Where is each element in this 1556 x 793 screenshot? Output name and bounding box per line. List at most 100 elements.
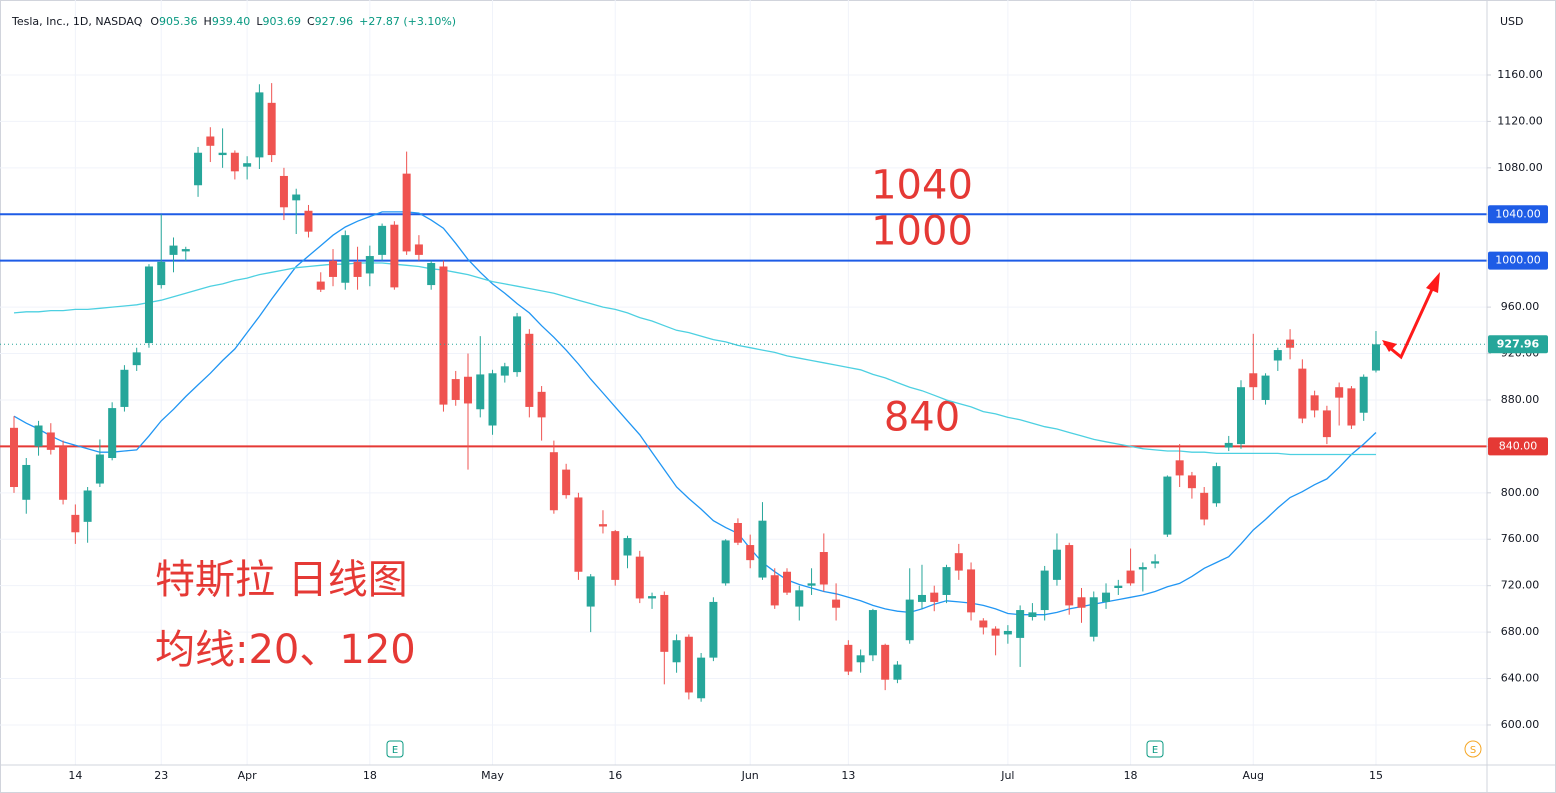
candle-body [304,210,313,232]
candle-body [562,469,571,496]
candle-body [832,599,841,608]
y-tick-label: 1120.00 [1497,114,1543,127]
header-key: H [204,15,212,28]
candle-body [1322,410,1331,438]
candle-body [905,599,914,641]
y-tick-label: 760.00 [1501,532,1540,545]
candle-body [108,408,117,459]
candle-body [427,263,436,286]
y-tick-label: 640.00 [1501,672,1540,685]
candle-body [1151,561,1160,564]
candle-body [230,152,239,172]
header-value: 939.40 [212,15,251,28]
candle-body [1286,339,1295,348]
candle-body [537,391,546,418]
candle-body [279,175,288,208]
candle-body [1077,597,1086,608]
x-tick-label: 15 [1369,769,1383,782]
candle-body [733,522,742,543]
candle-body [1371,344,1380,371]
event-icon [1146,740,1164,758]
candle-body [684,636,693,693]
candle-body [95,454,104,484]
header-key: O [150,15,159,28]
candle-body [402,173,411,252]
candle-body [1126,570,1135,584]
level-label: 1000 [871,209,973,255]
x-tick-label: 18 [1124,769,1138,782]
candle-body [893,664,902,680]
candle-body [611,531,620,580]
candle-body [991,628,1000,636]
candle-body [697,657,706,699]
candle-body [954,553,963,571]
candle-body [1359,376,1368,413]
candle-body [218,152,227,156]
candle-body [1347,388,1356,426]
candle-body [292,194,301,201]
y-tick-label: 1080.00 [1497,161,1543,174]
candle-body [979,620,988,628]
candle-body [1298,368,1307,419]
candle-body [1163,476,1172,535]
arrow-head [1382,340,1397,352]
candle-body [169,245,178,255]
candle-body [1065,545,1074,606]
candle-body [549,452,558,511]
level-tag-label: 1000.00 [1495,254,1541,267]
arrow-head [1426,272,1440,293]
candle-body [1016,610,1025,638]
candle-body [439,266,448,405]
candle-body [488,373,497,426]
x-tick-label: Aug [1243,769,1264,782]
last-price-label: 927.96 [1497,337,1540,350]
candle-body [635,556,644,599]
x-tick-label: May [481,769,504,782]
x-tick-label: Apr [238,769,258,782]
y-tick-label: 720.00 [1501,579,1540,592]
candle-body [586,576,595,607]
event-icon [386,740,404,758]
y-tick-label: 680.00 [1501,625,1540,638]
candle-body [819,552,828,585]
candle-body [451,379,460,400]
candle-body [1052,549,1061,580]
candle-body [353,261,362,277]
candle-body [1138,567,1147,570]
candle-body [525,333,534,407]
header-value: 903.69 [262,15,301,28]
y-tick-label: 880.00 [1501,393,1540,406]
candle-body [1335,387,1344,398]
candle-body [967,569,976,613]
candle-body [365,256,374,274]
event-icon [1464,740,1482,758]
candle-body [623,538,632,556]
candle-body [795,590,804,607]
candle-body [1249,373,1258,388]
x-tick-label: Jun [741,769,759,782]
level-tag-label: 1040.00 [1495,207,1541,220]
x-tick-label: 13 [841,769,855,782]
candle-body [868,610,877,656]
candle-body [1200,492,1209,520]
candle-body [807,583,816,586]
y-tick-label: 600.00 [1501,718,1540,731]
header-change: +27.87 (+3.10%) [359,15,456,28]
candle-body [574,497,583,572]
candle-body [660,594,669,652]
candle-body [1114,585,1123,588]
candle-body [881,644,890,680]
candle-body [476,374,485,410]
currency: USD [1500,15,1524,28]
candle-body [10,427,18,488]
last-price-tag [1488,335,1548,354]
candle-body [34,425,43,447]
header-value: 927.96 [315,15,354,28]
candle-body [783,571,792,593]
ma-line [13,211,1377,616]
candle-body [1028,612,1037,618]
x-tick-label: 18 [363,769,377,782]
header-key: C [307,15,315,28]
